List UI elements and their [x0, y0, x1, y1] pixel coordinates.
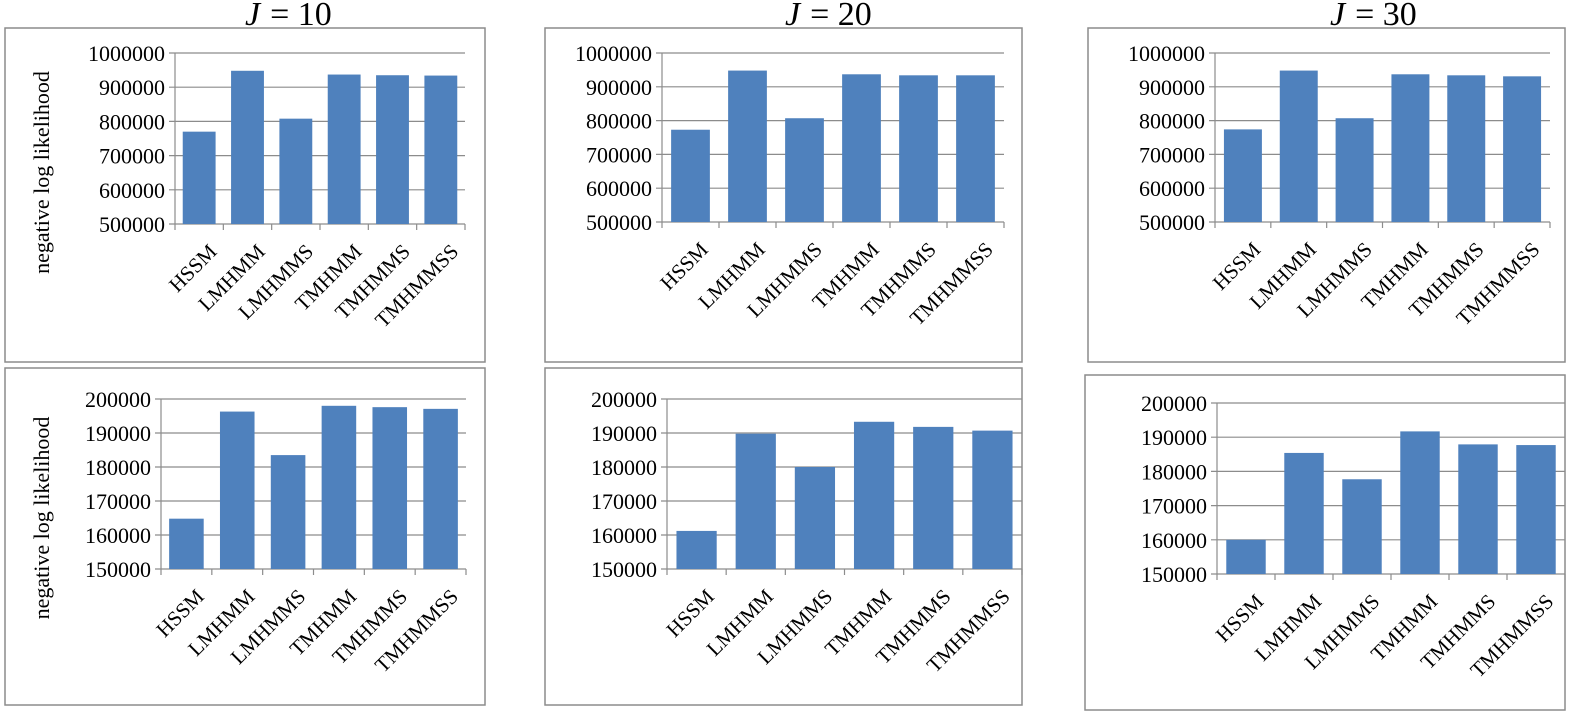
bar-tmhmm [853, 421, 895, 569]
bar-hssm [169, 518, 204, 569]
y-tick-label: 500000 [586, 210, 652, 235]
bar-tmhmm [327, 74, 361, 225]
y-tick-label: 600000 [99, 178, 165, 203]
bar-lmhmm [231, 70, 264, 224]
y-tick-label: 150000 [1141, 562, 1207, 587]
chart-frame [544, 367, 1023, 706]
chart-frame [1084, 374, 1566, 711]
bar-tmhmm [842, 74, 881, 222]
bar-lmhmm [219, 411, 255, 569]
bar-tmhmmss [972, 430, 1013, 569]
bar-tmhmms [1447, 75, 1486, 222]
y-tick-label: 180000 [85, 455, 151, 480]
bar-hssm [182, 131, 216, 224]
bar-lmhmm [728, 70, 767, 223]
y-tick-label: 160000 [1141, 528, 1207, 553]
y-tick-label: 800000 [1139, 109, 1205, 134]
chart-frame [4, 27, 486, 363]
y-tick-label: 800000 [586, 109, 652, 134]
y-tick-label: 170000 [85, 489, 151, 514]
y-axis-label: negative log likelihood [29, 71, 54, 274]
bar-lmhmm [735, 433, 776, 569]
y-tick-label: 170000 [591, 489, 657, 514]
title-variable: J [245, 0, 262, 33]
bar-tmhmmss [1503, 76, 1542, 223]
bar-lmhmm [1279, 70, 1318, 223]
bar-hssm [671, 129, 710, 222]
bar-hssm [676, 530, 717, 569]
bar-tmhmmss [956, 75, 995, 222]
chart-title: J = 10 [245, 0, 332, 33]
bar-lmhmms [1342, 479, 1382, 574]
chart-panel: 150000160000170000180000190000200000HSSM… [4, 367, 486, 706]
chart-panel: 5000006000007000008000009000001000000HSS… [1087, 0, 1566, 363]
bar-lmhmms [785, 118, 824, 222]
y-tick-label: 600000 [586, 176, 652, 201]
chart-frame [4, 367, 486, 706]
bar-lmhmms [794, 467, 836, 569]
y-tick-label: 1000000 [575, 41, 652, 66]
bar-hssm [1226, 539, 1266, 574]
chart-panel: 5000006000007000008000009000001000000HSS… [4, 0, 486, 363]
bar-tmhmms [372, 407, 408, 569]
chart-frame [1087, 27, 1566, 363]
title-value: = 20 [810, 0, 872, 33]
bar-lmhmm [1284, 452, 1324, 574]
y-tick-label: 190000 [85, 421, 151, 446]
bar-tmhmms [899, 75, 938, 222]
y-tick-label: 800000 [99, 109, 165, 134]
bar-lmhmms [279, 118, 313, 224]
chart-panel: 150000 160000 170000 180000 190000 200000 HSSM… [544, 367, 1023, 706]
y-tick-label: 1000000 [1128, 41, 1205, 66]
y-tick-label: 190000 [591, 421, 657, 446]
y-tick-label: 700000 [99, 144, 165, 169]
y-tick-label: 150000 [85, 557, 151, 582]
chart-title: J = 30 [1330, 0, 1417, 33]
y-tick-label: 170000 [1141, 494, 1207, 519]
y-tick-label: 500000 [1139, 210, 1205, 235]
bar-tmhmmss [423, 408, 458, 569]
title-variable: J [1330, 0, 1347, 33]
y-tick-label: 190000 [1141, 425, 1207, 450]
y-tick-label: 180000 [591, 455, 657, 480]
bar-tmhmm [1391, 74, 1430, 222]
y-tick-label: 160000 [591, 523, 657, 548]
bar-tmhmmss [424, 75, 458, 225]
y-tick-label: 200000 [591, 387, 657, 412]
y-tick-label: 150000 [591, 557, 657, 582]
x-category-label: HSSM [661, 584, 719, 642]
bar-tmhmms [1458, 444, 1498, 574]
y-tick-label: 180000 [1141, 459, 1207, 484]
y-tick-label: 200000 [85, 387, 151, 412]
y-tick-label: 600000 [1139, 176, 1205, 201]
bar-tmhmm [1400, 431, 1440, 574]
bar-lmhmms [1335, 118, 1374, 222]
y-axis-label: negative log likelihood [29, 417, 54, 620]
y-tick-label: 900000 [586, 75, 652, 100]
title-value: = 30 [1355, 0, 1417, 33]
y-tick-label: 700000 [1139, 142, 1205, 167]
y-tick-label: 900000 [1139, 75, 1205, 100]
y-tick-label: 160000 [85, 523, 151, 548]
y-tick-label: 1000000 [88, 41, 165, 66]
title-value: = 10 [270, 0, 332, 33]
bar-tmhmms [913, 426, 954, 569]
y-tick-label: 900000 [99, 75, 165, 100]
chart-title: J = 20 [785, 0, 872, 33]
chart-panel: 150000160000170000180000190000200000HSSM… [1084, 374, 1566, 711]
bar-lmhmms [270, 455, 306, 569]
bar-tmhmm [321, 405, 357, 569]
y-tick-label: 700000 [586, 142, 652, 167]
chart-frame [544, 27, 1023, 363]
bar-hssm [1223, 129, 1262, 222]
y-tick-label: 500000 [99, 212, 165, 237]
bar-tmhmmss [1516, 445, 1556, 574]
title-variable: J [785, 0, 802, 33]
y-tick-label: 200000 [1141, 391, 1207, 416]
chart-panel: 5000006000007000008000009000001000000HSS… [544, 0, 1023, 363]
bar-tmhmms [376, 75, 409, 224]
